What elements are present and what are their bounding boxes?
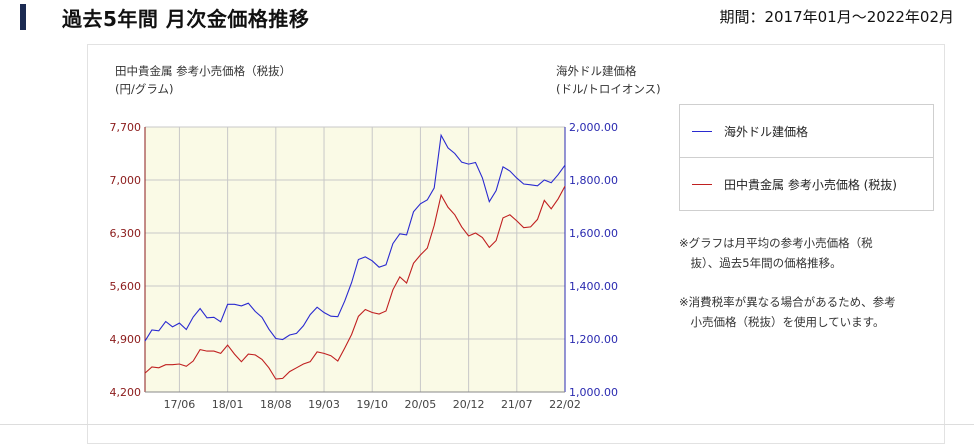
note-tax-line1: ※消費税率が異なる場合があるため、参考 <box>679 295 896 309</box>
right-tick-label: 1,200.00 <box>569 333 618 346</box>
left-axis-title-line2: (円/グラム) <box>115 82 174 96</box>
x-tick-label: 20/12 <box>453 398 485 411</box>
period-label: 期間：2017年01月〜2022年02月 <box>719 8 954 26</box>
note-average-line2: 抜）、過去5年間の価格推移。 <box>679 256 842 270</box>
x-tick-label: 18/01 <box>212 398 244 411</box>
legend-label-usd: 海外ドル建価格 <box>724 124 809 139</box>
note-average: ※グラフは月平均の参考小売価格（税 抜）、過去5年間の価格推移。 <box>679 233 919 273</box>
right-axis-title: 海外ドル建価格 (ドル/トロイオンス) <box>556 62 661 98</box>
right-axis-title-line2: (ドル/トロイオンス) <box>556 82 661 96</box>
left-axis-title: 田中貴金属 参考小売価格（税抜） (円/グラム) <box>115 62 291 98</box>
left-tick-label: 7,000 <box>110 174 142 187</box>
x-tick-label: 19/03 <box>308 398 340 411</box>
legend-label-jpy: 田中貴金属 参考小売価格 (税抜) <box>724 178 897 192</box>
left-tick-label: 6,300 <box>110 227 142 240</box>
left-tick-label: 5,600 <box>110 280 142 293</box>
footer-divider <box>0 424 974 425</box>
title-accent-bar <box>20 4 26 30</box>
legend: 海外ドル建価格 田中貴金属 参考小売価格 (税抜) <box>679 104 934 211</box>
right-axis-title-line1: 海外ドル建価格 <box>556 64 637 78</box>
x-tick-label: 17/06 <box>164 398 196 411</box>
note-tax: ※消費税率が異なる場合があるため、参考 小売価格（税抜）を使用しています。 <box>679 292 919 332</box>
left-axis-title-line1: 田中貴金属 参考小売価格（税抜） <box>115 64 292 78</box>
x-tick-label: 20/05 <box>405 398 437 411</box>
legend-swatch-jpy <box>692 184 712 185</box>
right-tick-label: 2,000.00 <box>569 121 618 134</box>
x-tick-label: 21/07 <box>501 398 533 411</box>
right-tick-label: 1,600.00 <box>569 227 618 240</box>
plot-background <box>145 127 565 392</box>
x-tick-label: 18/08 <box>260 398 292 411</box>
x-tick-label: 22/02 <box>549 398 581 411</box>
note-average-line1: ※グラフは月平均の参考小売価格（税 <box>679 236 873 250</box>
x-tick-label: 19/10 <box>356 398 388 411</box>
legend-swatch-usd <box>692 130 712 132</box>
left-tick-label: 4,900 <box>110 333 142 346</box>
left-tick-label: 4,200 <box>110 386 142 399</box>
note-tax-line2: 小売価格（税抜）を使用しています。 <box>679 315 885 329</box>
usd-series-line <box>144 133 566 342</box>
page-title: 過去5年間 月次金価格推移 <box>62 7 310 31</box>
jpy-series-line <box>144 185 566 380</box>
left-tick-label: 7,700 <box>110 121 142 134</box>
legend-item-jpy: 田中貴金属 参考小売価格 (税抜) <box>680 158 933 211</box>
right-tick-label: 1,000.00 <box>569 386 618 399</box>
right-tick-label: 1,800.00 <box>569 174 618 187</box>
right-tick-label: 1,400.00 <box>569 280 618 293</box>
price-chart: 4,200 1,000.00 4,900 1,200.00 5,600 1,400.00 6… <box>110 121 618 411</box>
legend-item-usd: 海外ドル建価格 <box>680 105 933 158</box>
